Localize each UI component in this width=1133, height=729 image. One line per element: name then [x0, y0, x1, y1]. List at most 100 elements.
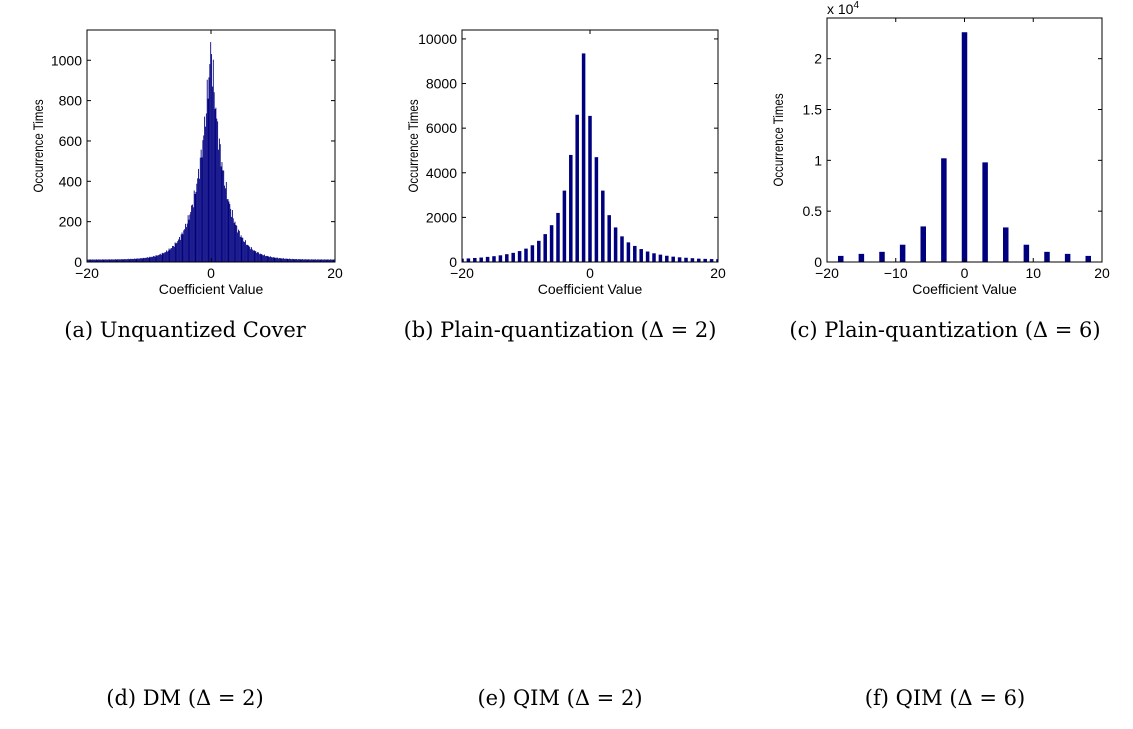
- x-axis-label: Coefficient Value: [538, 281, 643, 297]
- bar: [91, 259, 93, 262]
- x-tick-label: −20: [815, 265, 839, 281]
- caption-e: (e) QIM (Δ = 2): [477, 686, 643, 710]
- bar: [186, 223, 188, 262]
- bar: [183, 230, 185, 262]
- bar: [216, 118, 218, 262]
- y-tick-label: 1: [814, 152, 822, 168]
- bar: [215, 107, 217, 262]
- bar: [226, 199, 228, 262]
- bar: [315, 259, 317, 262]
- bar: [328, 259, 330, 262]
- x-axis-label: Coefficient Value: [159, 281, 264, 297]
- bar: [243, 241, 245, 262]
- bar: [179, 236, 180, 262]
- bar: [283, 258, 285, 262]
- y-tick-label: 10000: [418, 31, 457, 47]
- bar: [178, 239, 180, 262]
- bar: [200, 149, 202, 262]
- bar: [206, 79, 208, 262]
- bar: [225, 181, 227, 262]
- bar: [581, 53, 586, 262]
- bar: [132, 258, 134, 262]
- bar: [330, 259, 332, 262]
- bar: [684, 257, 688, 262]
- bar: [326, 259, 328, 262]
- bar: [697, 258, 701, 262]
- bar: [288, 259, 290, 262]
- bar: [166, 251, 168, 262]
- bar: [149, 256, 151, 262]
- bar: [703, 258, 707, 262]
- bar: [677, 257, 682, 262]
- bar: [194, 193, 196, 262]
- bar: [198, 178, 200, 262]
- bar: [219, 144, 221, 262]
- bar: [982, 162, 988, 262]
- bar: [658, 254, 663, 262]
- bar: [131, 259, 133, 262]
- bar: [575, 114, 579, 263]
- bar: [195, 191, 197, 262]
- bar: [633, 245, 637, 262]
- bar: [620, 236, 624, 262]
- y-axis-label: Occurrence Times: [405, 99, 421, 192]
- bar: [159, 253, 161, 262]
- bar: [224, 185, 226, 262]
- x-tick-label: −20: [75, 265, 99, 281]
- bar: [261, 254, 263, 262]
- bar: [262, 255, 264, 262]
- bar: [182, 234, 184, 262]
- bar: [174, 242, 176, 262]
- bar: [259, 253, 261, 262]
- bar: [152, 256, 153, 262]
- bar: [290, 259, 292, 262]
- bar: [920, 226, 926, 262]
- bar: [109, 259, 111, 262]
- bar: [97, 259, 99, 262]
- bar: [645, 251, 650, 262]
- bar: [159, 254, 160, 262]
- y-tick-label: 1000: [51, 52, 82, 68]
- bar: [310, 259, 312, 262]
- bar: [138, 258, 140, 262]
- bar: [189, 214, 191, 262]
- bar: [201, 157, 203, 262]
- bar: [310, 259, 311, 262]
- bar: [207, 98, 209, 262]
- bar: [311, 259, 313, 262]
- bar: [462, 258, 464, 262]
- bar: [1044, 251, 1050, 262]
- bar: [205, 126, 206, 262]
- bar: [549, 225, 554, 262]
- y-tick-label: 1.5: [803, 102, 823, 118]
- bar: [709, 259, 714, 262]
- bar: [180, 234, 182, 262]
- bars: [462, 53, 718, 263]
- bar: [239, 237, 241, 262]
- bar: [260, 254, 262, 262]
- bar: [197, 178, 199, 262]
- bar: [141, 258, 143, 262]
- bar: [135, 259, 137, 262]
- bar: [242, 237, 244, 262]
- bar: [505, 254, 509, 262]
- bar: [286, 258, 288, 262]
- bar: [556, 212, 560, 262]
- y-tick-label: 200: [59, 214, 83, 230]
- bar: [190, 211, 192, 262]
- bar: [185, 223, 186, 262]
- bar: [231, 210, 233, 262]
- chart-panel-e: 0200040006000800010000−20020Coefficient …: [375, 368, 745, 726]
- bar: [277, 257, 278, 262]
- bar: [108, 259, 110, 262]
- bar: [498, 255, 503, 262]
- bar: [154, 256, 156, 262]
- bar: [167, 250, 169, 262]
- bar: [116, 259, 118, 262]
- bar: [1003, 227, 1009, 262]
- bar: [89, 259, 91, 262]
